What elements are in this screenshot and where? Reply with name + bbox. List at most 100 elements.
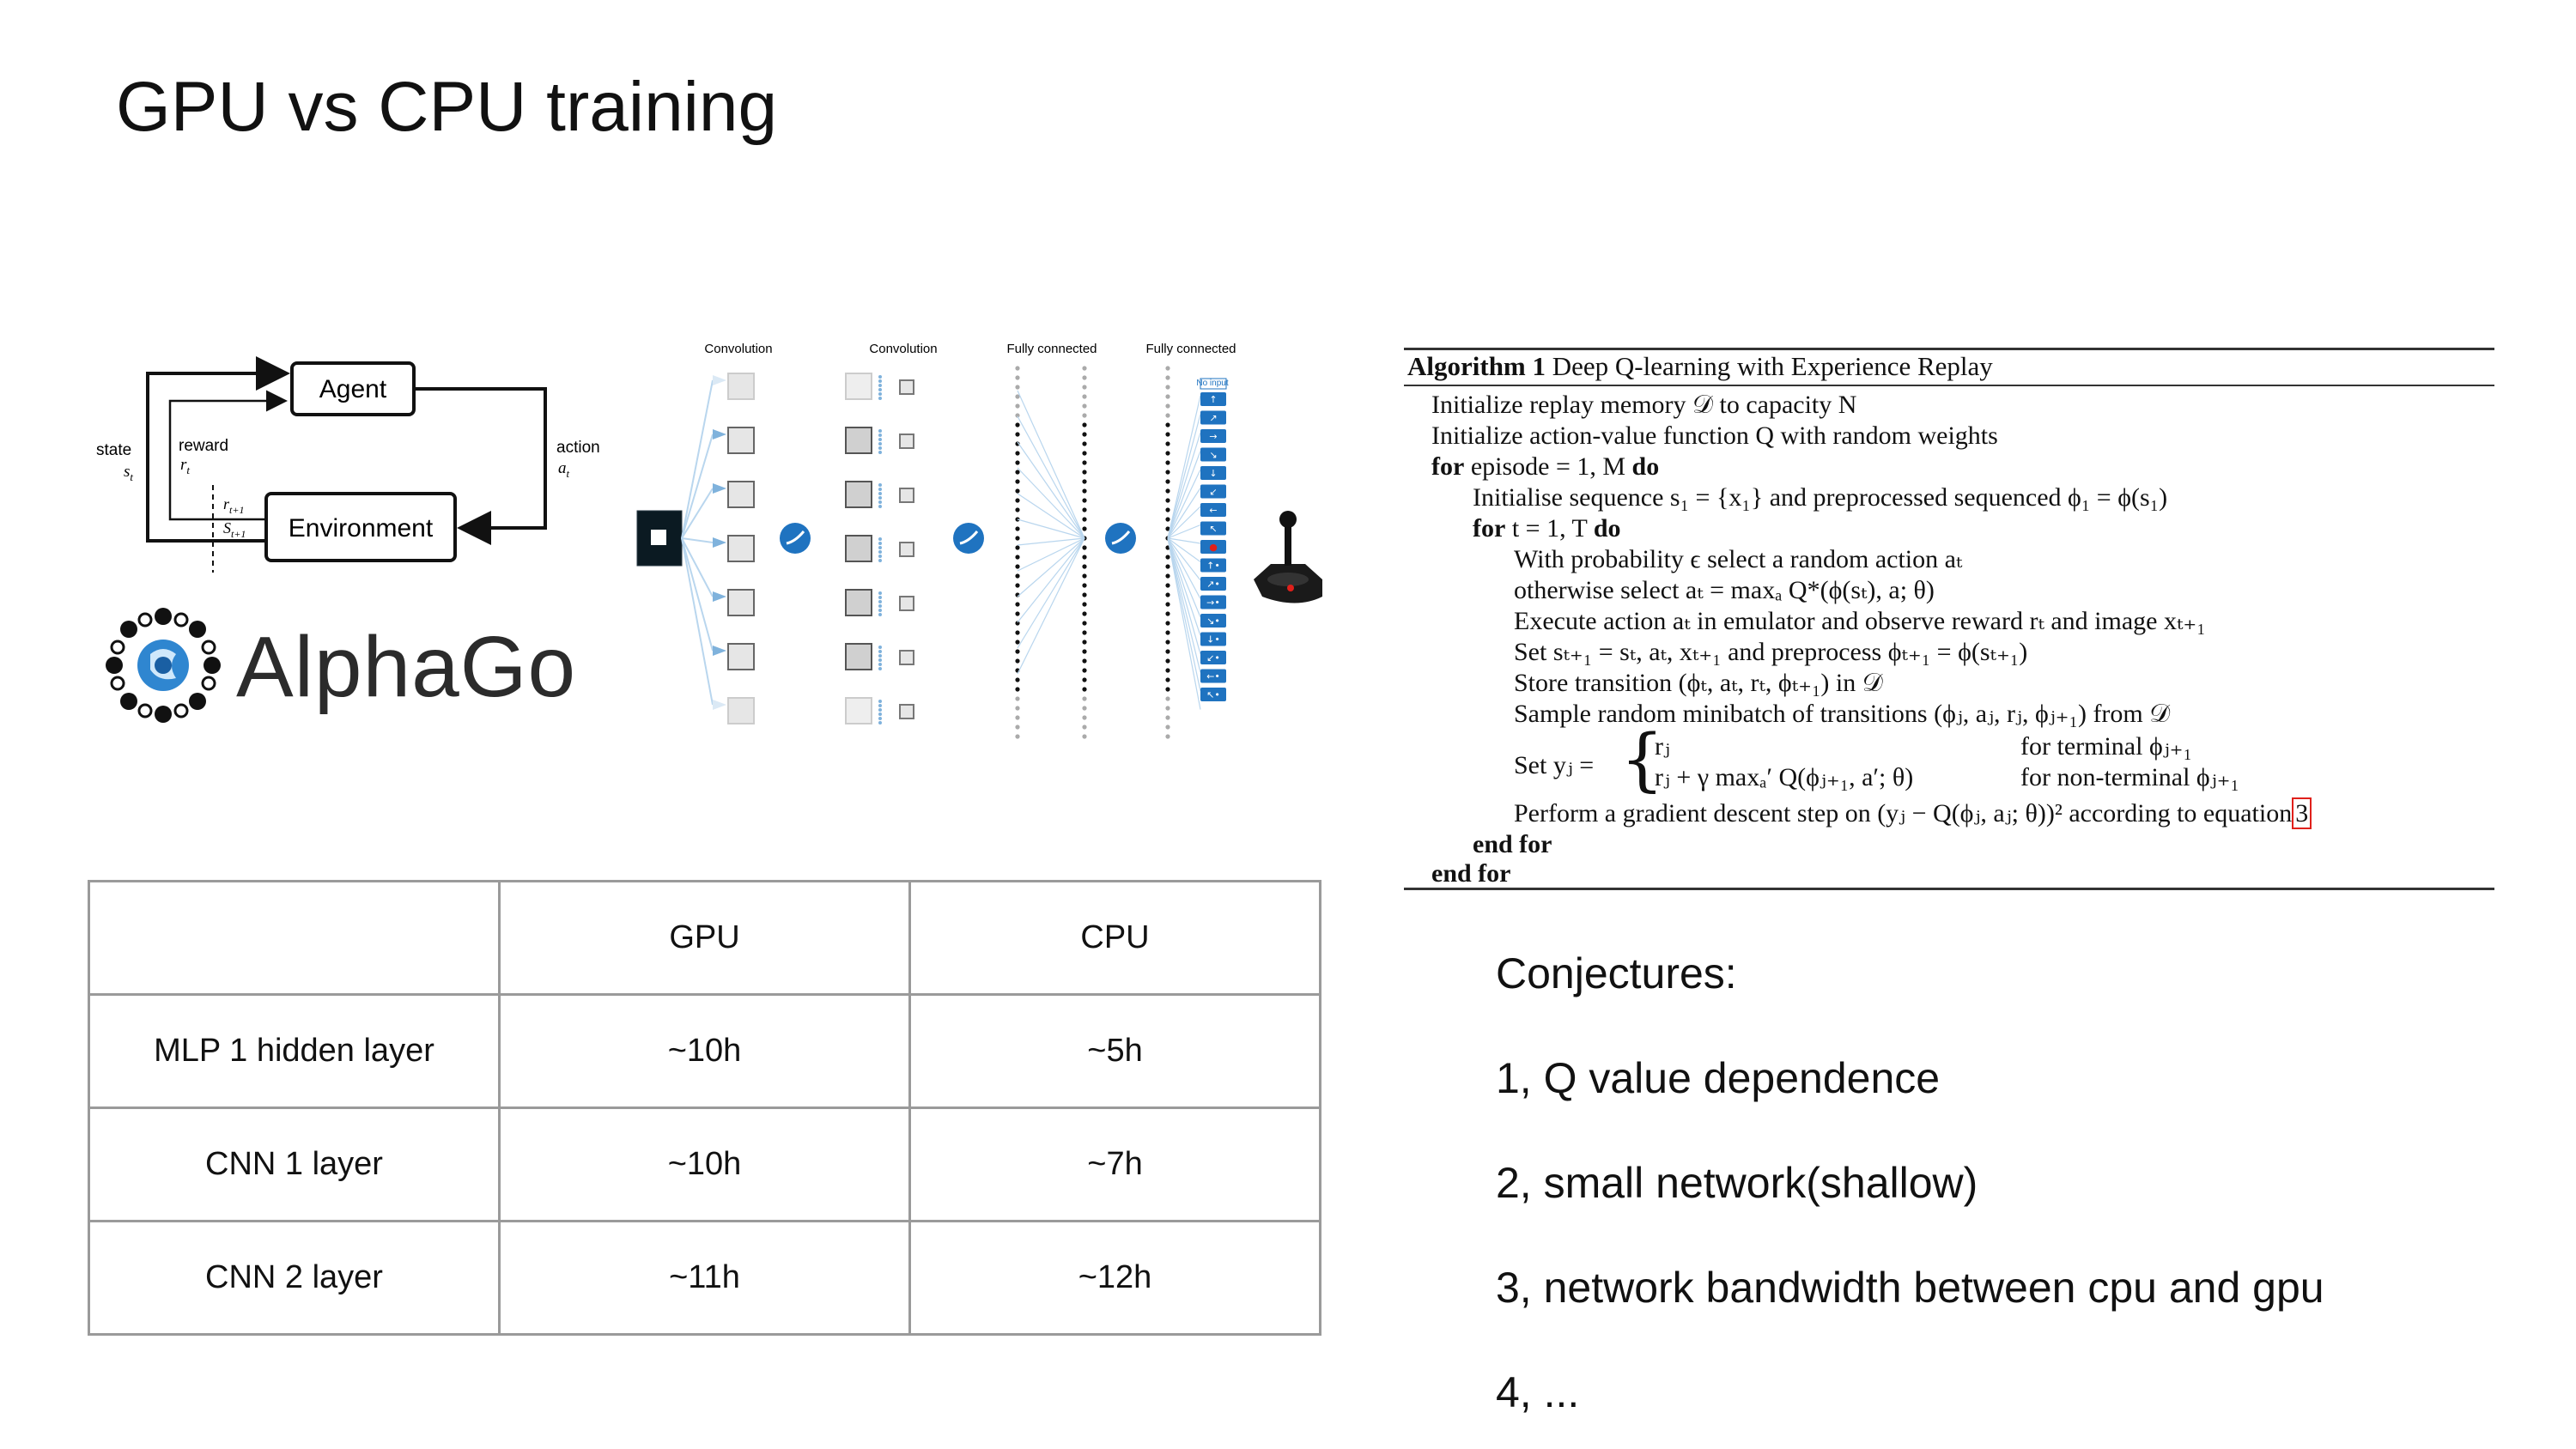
fc-neuron xyxy=(1015,715,1020,720)
action-glyph: ↙ xyxy=(1209,487,1217,498)
fc-neuron xyxy=(1165,479,1170,484)
connection-line xyxy=(1017,493,1085,539)
action-button-icon xyxy=(1200,410,1226,425)
fc-neuron xyxy=(1082,375,1087,380)
neuron-dot xyxy=(878,613,882,616)
algo-rule-top xyxy=(1404,348,2494,350)
list-item: 3, network bandwidth between cpu and gpu xyxy=(1496,1264,2324,1312)
table-cell: MLP 1 hidden layer xyxy=(88,993,501,1109)
feature-map xyxy=(727,427,755,454)
connection-line xyxy=(1017,537,1085,546)
action-glyph: ↓ xyxy=(1209,468,1217,479)
fc-neuron xyxy=(1015,526,1020,531)
fc-neuron xyxy=(1015,630,1020,635)
action-glyph: ↖ xyxy=(1209,524,1217,535)
algorithm-heading: Algorithm 1 Deep Q-learning with Experie… xyxy=(1407,351,1993,381)
feature-map xyxy=(845,373,872,400)
feature-map xyxy=(727,643,755,670)
neuron-dot xyxy=(878,451,882,454)
timing-table: GPU CPU MLP 1 hidden layer ~10h ~5h CNN … xyxy=(88,880,1321,1336)
fc-neuron xyxy=(1165,432,1170,437)
algo-brace: { xyxy=(1620,719,1664,799)
svg-text:st: st xyxy=(124,463,133,483)
fc-neuron xyxy=(1015,706,1020,711)
neuron-dot xyxy=(878,438,882,441)
fc-neuron xyxy=(1165,413,1170,418)
equation-ref-link[interactable]: 3 xyxy=(2292,797,2312,829)
fc-neuron xyxy=(1015,498,1020,503)
neuron-dot xyxy=(878,717,882,720)
action-glyph: → xyxy=(1209,431,1217,442)
fc-neuron xyxy=(1082,649,1087,654)
connection-line xyxy=(1167,537,1201,544)
fc-neuron xyxy=(1082,413,1087,418)
action-glyph: ↑• xyxy=(1206,561,1220,572)
action-button-icon xyxy=(1200,484,1226,499)
alphago-mark-icon xyxy=(106,608,221,723)
table-cell: CNN 2 layer xyxy=(88,1220,501,1336)
neuron-dot xyxy=(878,712,882,716)
connection-line xyxy=(1167,395,1201,539)
action-arrow xyxy=(414,387,547,545)
connection-line xyxy=(1017,537,1085,675)
connection-line xyxy=(1017,415,1085,539)
neuron-dot xyxy=(878,604,882,608)
fc-neuron xyxy=(1165,696,1170,701)
connection-line xyxy=(681,537,714,597)
fc-neuron xyxy=(1165,573,1170,579)
neuron-dot xyxy=(878,555,882,558)
neuron-dot xyxy=(878,542,882,545)
kernel-shape xyxy=(713,537,726,548)
connection-line xyxy=(681,379,714,539)
kernel-shape xyxy=(713,700,726,710)
fc-neuron xyxy=(1015,573,1020,579)
fc-neuron xyxy=(1015,394,1020,399)
algorithm-box: Algorithm 1 Deep Q-learning with Experie… xyxy=(1404,348,2494,890)
algo-line: Sample random minibatch of transitions (… xyxy=(1514,700,2171,728)
network-svg: Convolution Convolution Fully connected … xyxy=(636,342,1322,739)
algo-case-1-cond: for terminal ϕⱼ₊₁ xyxy=(2020,732,2192,761)
connection-line xyxy=(1017,537,1085,623)
action-button-icon xyxy=(1200,558,1226,573)
fc-neuron xyxy=(1082,677,1087,682)
layer-label-fc1: Fully connected xyxy=(1006,342,1097,356)
fc-neuron xyxy=(1015,734,1020,739)
neuron-dot xyxy=(878,446,882,450)
fc-neuron xyxy=(1165,611,1170,616)
fc-neuron xyxy=(1082,687,1087,692)
action-button-icon xyxy=(1200,688,1226,701)
feature-map-small xyxy=(899,488,914,503)
fc-neuron xyxy=(1165,734,1170,739)
connection-line xyxy=(1167,537,1201,562)
reward-label: reward xyxy=(179,437,228,455)
algo-line: for episode = 1, M do xyxy=(1431,452,1660,481)
kernel-shape xyxy=(713,483,726,494)
layer-label-fc2: Fully connected xyxy=(1145,342,1236,356)
fc-neuron xyxy=(1015,687,1020,692)
feature-map-small xyxy=(899,379,914,395)
fc-neuron xyxy=(1082,432,1087,437)
action-button-icon xyxy=(1200,447,1226,462)
action-glyph: ↖• xyxy=(1206,689,1220,700)
list-item: 4, ... xyxy=(1496,1368,1580,1416)
joystick-base-ring xyxy=(1267,573,1309,586)
fc-neuron xyxy=(1015,611,1020,616)
fc-neuron xyxy=(1082,621,1087,626)
action-glyph: ← xyxy=(1209,505,1217,516)
activation-curve xyxy=(1111,530,1131,545)
neuron-dot xyxy=(878,700,882,703)
fc-neuron xyxy=(1082,573,1087,579)
neuron-dot xyxy=(878,429,882,433)
svg-text:rt: rt xyxy=(180,456,190,476)
action-glyph: ↙• xyxy=(1206,652,1220,664)
fc-neuron xyxy=(1165,677,1170,682)
activation-curve xyxy=(786,530,805,545)
fc-neuron xyxy=(1082,715,1087,720)
fc-neuron xyxy=(1082,545,1087,550)
feature-map xyxy=(727,481,755,508)
fc-neuron xyxy=(1165,366,1170,371)
algo-line: Store transition (ϕₜ, aₜ, rₜ, ϕₜ₊₁) in 𝒟 xyxy=(1514,669,1883,697)
joystick-knob xyxy=(1279,511,1297,528)
fc-neuron xyxy=(1015,432,1020,437)
fc-neuron xyxy=(1082,460,1087,465)
